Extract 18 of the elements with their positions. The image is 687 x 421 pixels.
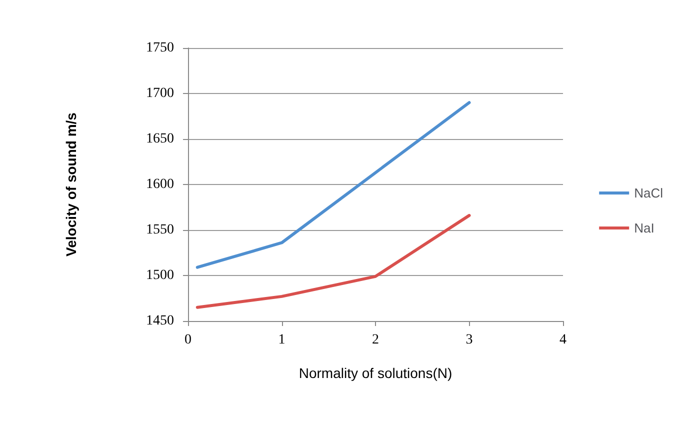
legend-label: NaCl (634, 186, 664, 200)
line-series (196, 214, 471, 309)
x-tick-label: 1 (278, 332, 286, 348)
y-axis-title: Velocity of sound m/s (63, 112, 79, 256)
y-tick-label: 1700 (146, 86, 174, 101)
y-tick-label: 1750 (146, 40, 174, 56)
x-axis-title: Normality of solutions(N) (298, 365, 452, 381)
x-tick-label: 4 (560, 332, 566, 348)
y-tick-label: 1550 (146, 222, 174, 238)
x-tick-label: 0 (184, 332, 192, 348)
y-tick-label: 1600 (146, 177, 174, 192)
line-series (196, 101, 471, 269)
x-tick-label: 3 (466, 332, 473, 348)
x-tick-label: 2 (372, 332, 379, 348)
y-tick-label: 1450 (146, 314, 174, 328)
legend-label: NaI (634, 220, 654, 236)
y-tick-label: 1500 (146, 268, 174, 283)
y-tick-label: 1650 (146, 132, 174, 146)
